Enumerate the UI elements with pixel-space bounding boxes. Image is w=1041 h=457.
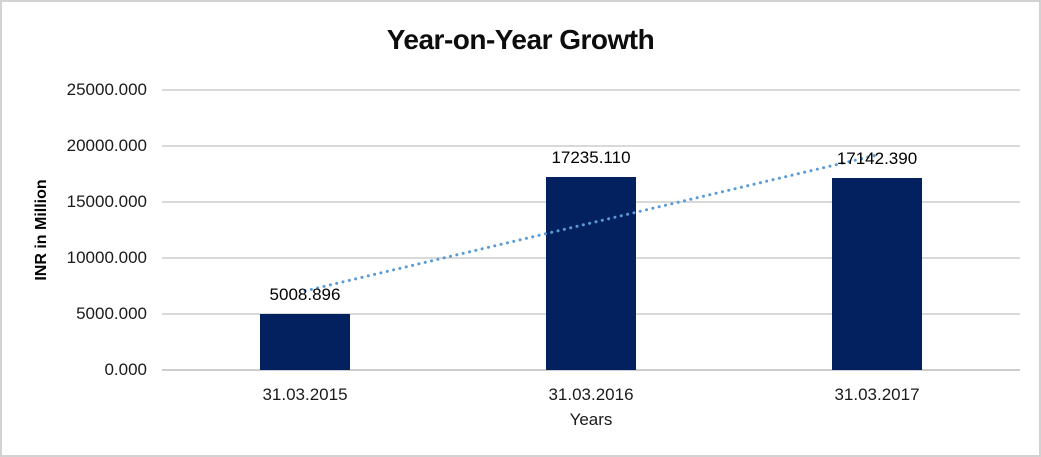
y-tick-label: 15000.000 [66, 192, 147, 211]
x-tick-label: 31.03.2015 [262, 385, 348, 404]
y-tick-label: 25000.000 [66, 80, 147, 99]
bar-value-label: 17142.390 [836, 149, 918, 168]
gridline [162, 369, 1020, 371]
y-tick-label: 0.000 [104, 360, 147, 379]
y-tick-label: 10000.000 [66, 248, 147, 267]
bar [832, 178, 922, 370]
bar [260, 313, 350, 370]
x-tick-label: 31.03.2017 [834, 385, 920, 404]
y-tick-label: 5000.000 [76, 304, 147, 323]
bar-value-label: 5008.896 [269, 284, 341, 304]
trendline [303, 153, 879, 293]
x-axis-title: Years [569, 410, 613, 429]
bar [546, 176, 636, 370]
bar-value-label: 17235.110 [551, 147, 631, 167]
x-tick-label: 31.03.2016 [548, 385, 634, 404]
y-tick-label: 20000.000 [66, 136, 147, 155]
chart-title: Year-on-Year Growth [386, 24, 655, 55]
gridline [162, 89, 1020, 91]
plot-area [162, 90, 1020, 370]
gridline [162, 145, 1020, 147]
